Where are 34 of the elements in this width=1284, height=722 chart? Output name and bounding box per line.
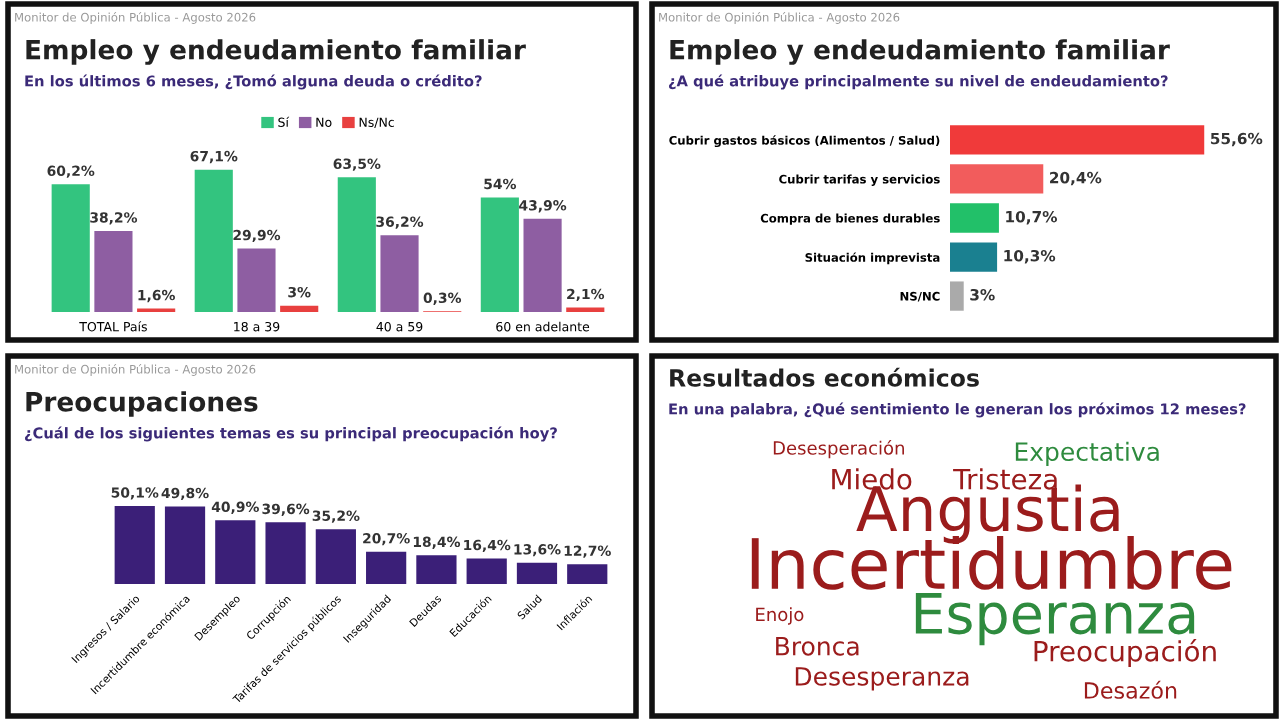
text: Enojo [756, 607, 804, 625]
bar [466, 558, 507, 584]
bar [523, 218, 562, 312]
bar [950, 125, 1205, 155]
bar [194, 169, 233, 312]
bar [114, 506, 155, 584]
chart-title: Empleo y endeudamiento familiar [670, 39, 1170, 65]
bar [315, 529, 356, 584]
bar [215, 520, 256, 584]
bar [237, 248, 276, 312]
bar [265, 522, 306, 584]
bar [337, 177, 376, 312]
bar [950, 242, 998, 272]
chart-title: Preocupaciones [26, 391, 258, 417]
text: Expectativa [1015, 441, 1159, 466]
bar [380, 235, 419, 312]
text: Bronca [776, 637, 859, 656]
bar [567, 564, 608, 584]
bar [516, 562, 558, 584]
chart-title: Empleo y endeudamiento familiar [26, 39, 526, 65]
text: Desesperanza [795, 667, 969, 691]
bar [280, 305, 319, 312]
bar [950, 203, 999, 233]
bar [164, 506, 206, 584]
bar [94, 230, 133, 312]
bar [416, 555, 457, 584]
text: Desesperación [773, 440, 904, 459]
bar [366, 551, 407, 584]
text: Resultados económicos [670, 367, 979, 387]
bar [480, 197, 519, 312]
bar [950, 164, 1044, 194]
bar [950, 281, 964, 311]
bar [51, 184, 90, 312]
text: Desazón [1084, 680, 1177, 699]
